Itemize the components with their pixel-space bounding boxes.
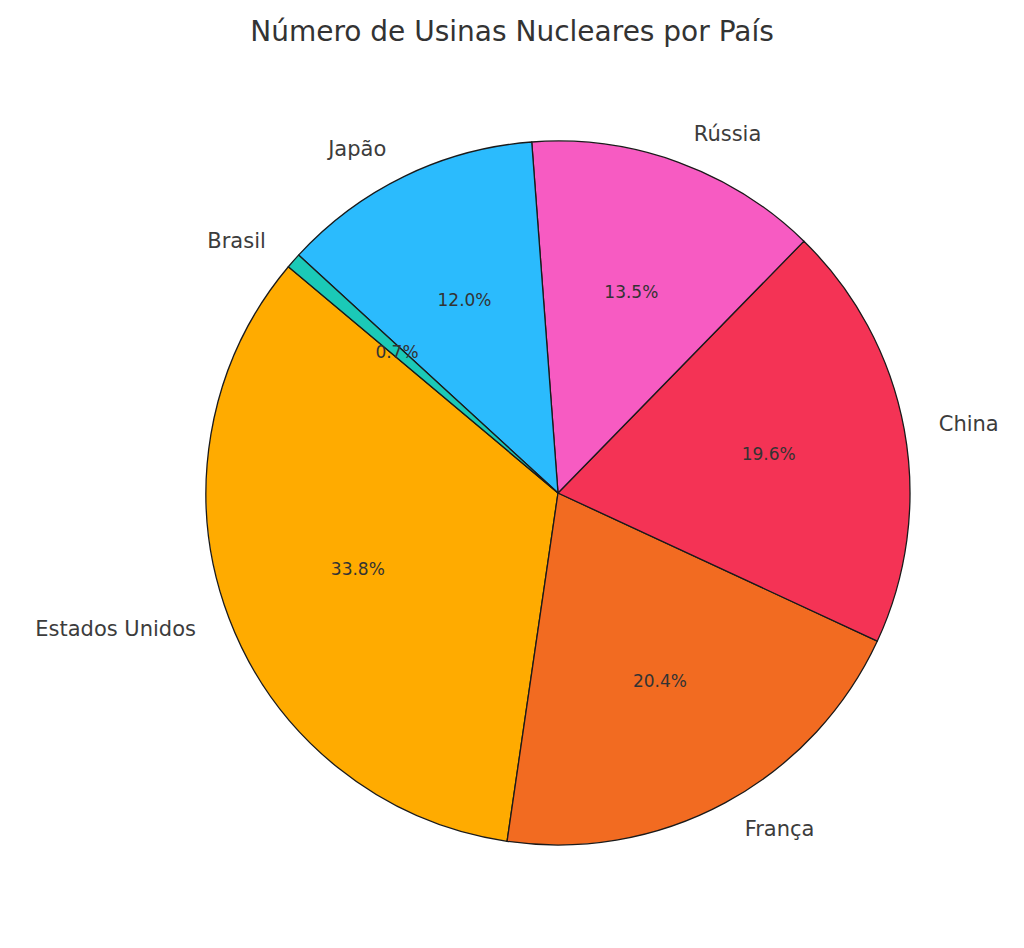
svg-text:13.5%: 13.5% bbox=[604, 282, 658, 302]
svg-text:Número de Usinas Nucleares por: Número de Usinas Nucleares por País bbox=[250, 15, 774, 48]
svg-text:33.8%: 33.8% bbox=[331, 559, 385, 579]
svg-text:Estados Unidos: Estados Unidos bbox=[35, 617, 196, 641]
svg-text:China: China bbox=[939, 412, 999, 436]
svg-text:França: França bbox=[745, 817, 815, 841]
svg-text:0.7%: 0.7% bbox=[375, 342, 418, 362]
svg-text:12.0%: 12.0% bbox=[437, 290, 491, 310]
svg-text:Rússia: Rússia bbox=[694, 122, 762, 146]
svg-text:Brasil: Brasil bbox=[207, 229, 266, 253]
svg-text:20.4%: 20.4% bbox=[633, 671, 687, 691]
svg-text:Japão: Japão bbox=[326, 137, 386, 161]
svg-text:19.6%: 19.6% bbox=[742, 444, 796, 464]
